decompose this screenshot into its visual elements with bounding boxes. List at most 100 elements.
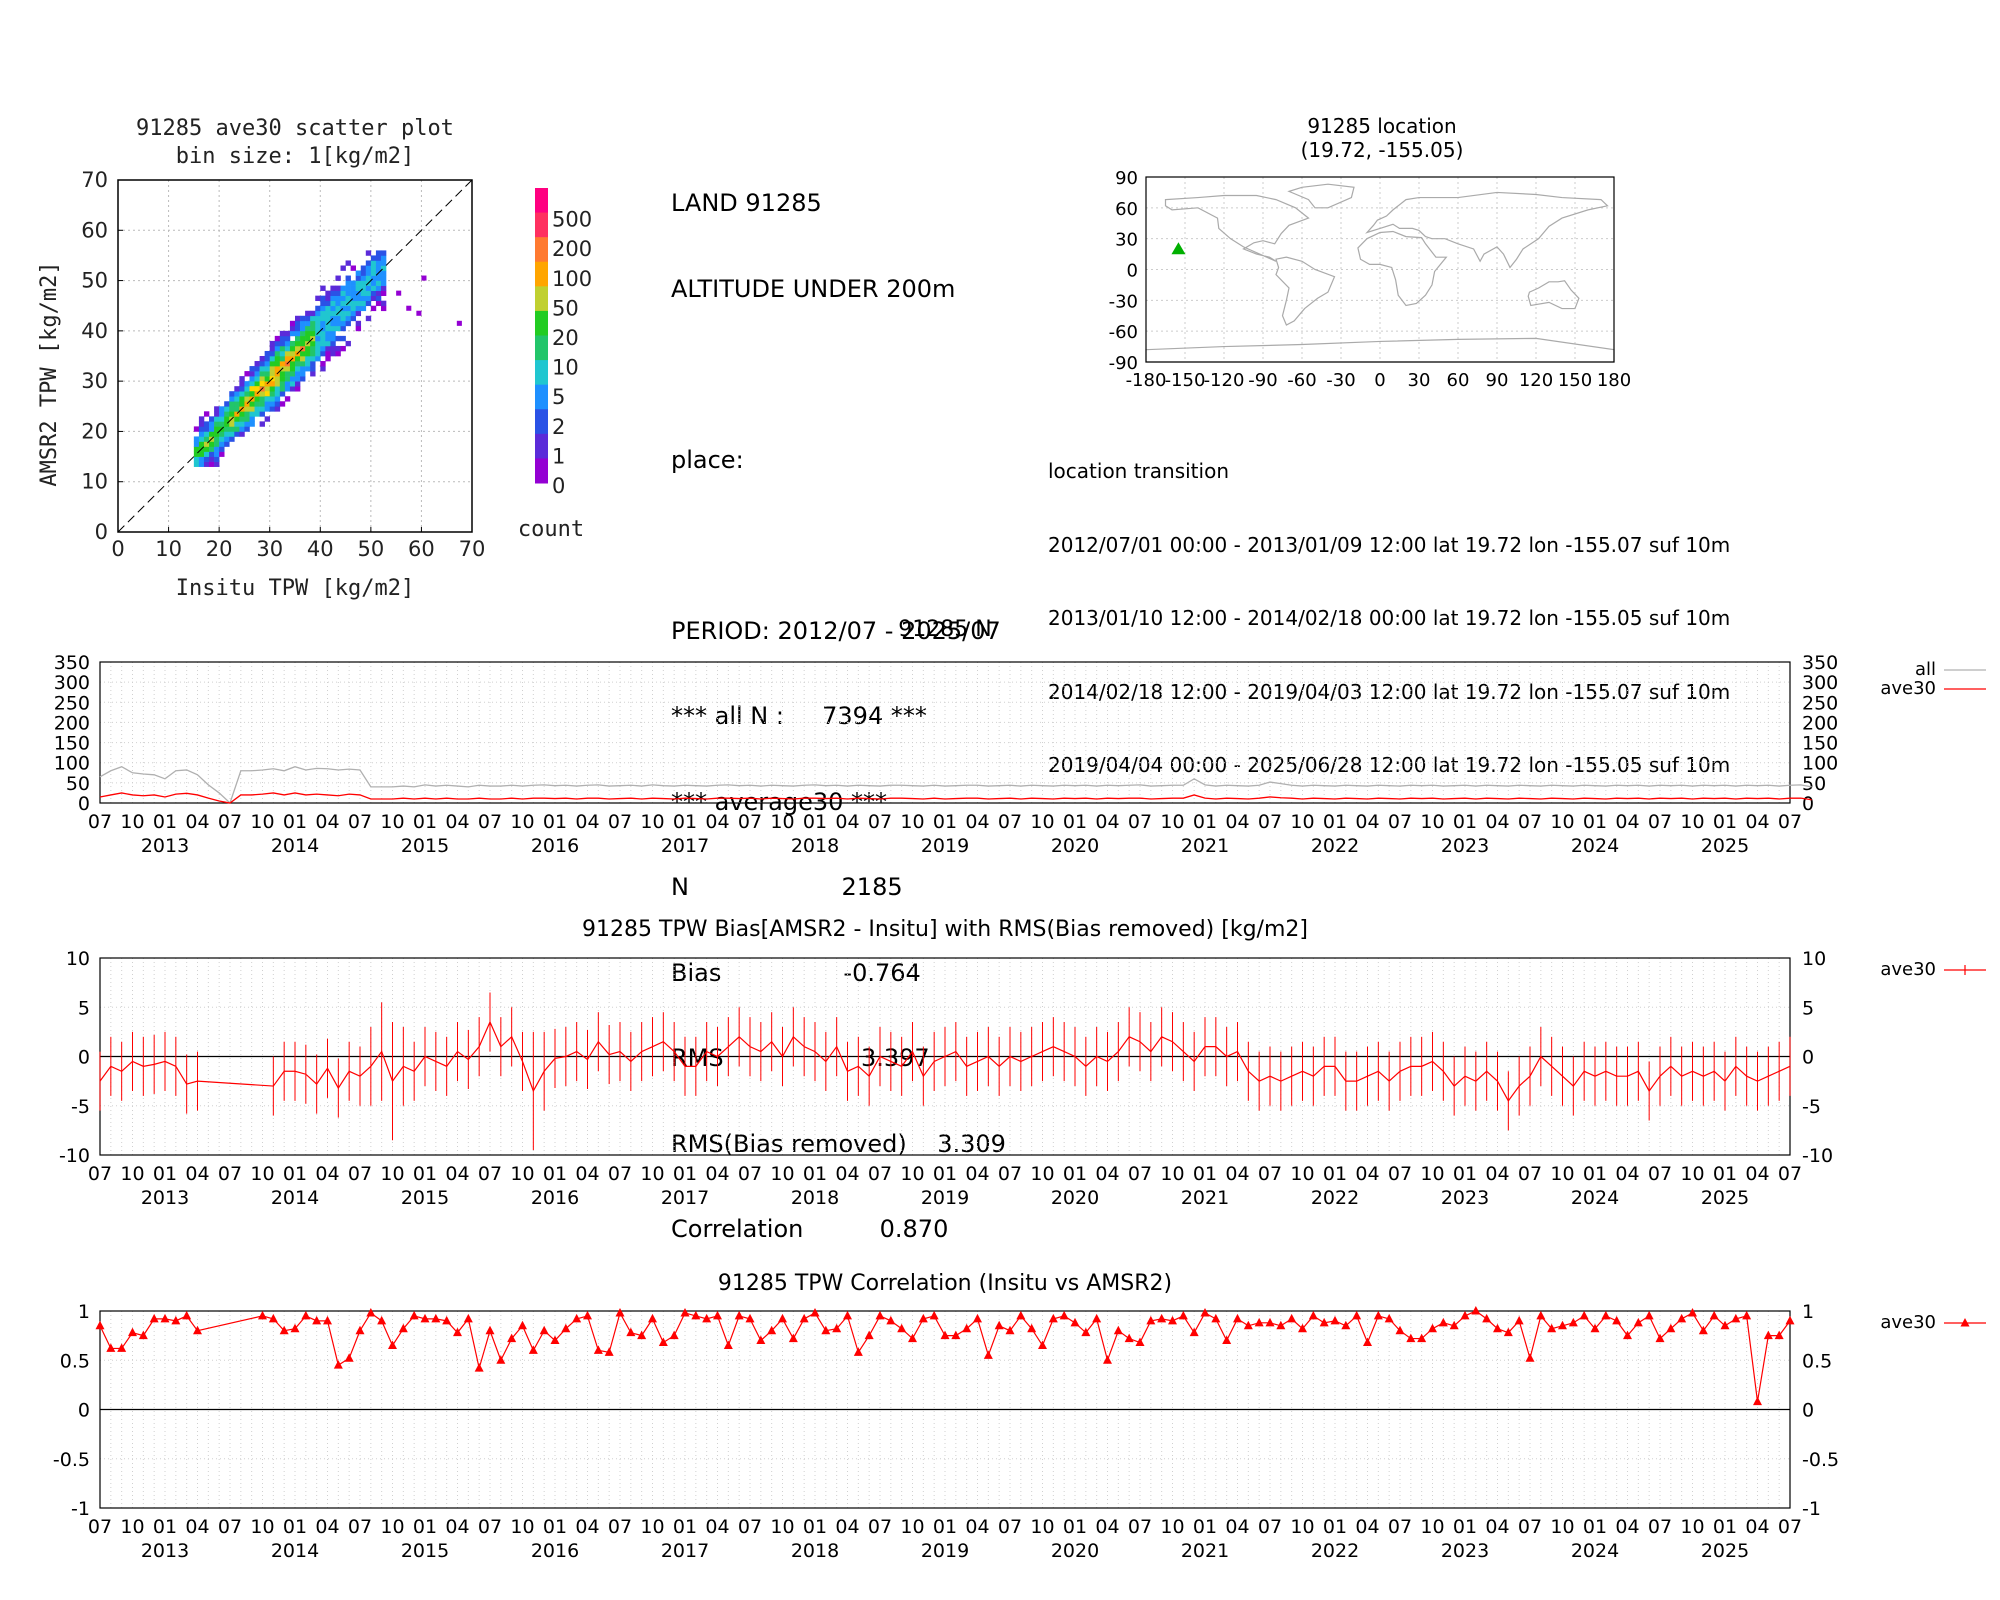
info-spacer (671, 531, 1006, 560)
corr-y-tick-right: 0.5 (1802, 1350, 1832, 1372)
bias-month-label: 01 (933, 1163, 957, 1185)
corr-point (680, 1307, 690, 1317)
scatter-bin (300, 376, 306, 382)
bias-year-label: 2022 (1311, 1187, 1359, 1209)
map-x-tick: -60 (1287, 370, 1316, 391)
scatter-bin (345, 305, 351, 312)
scatter-bin (295, 315, 301, 322)
corr-point (388, 1340, 397, 1349)
corr-point (767, 1325, 777, 1335)
scatter-bin (254, 386, 260, 392)
corr-point (1059, 1310, 1069, 1320)
scatter-bin (416, 310, 422, 316)
n-month-label: 07 (608, 811, 632, 833)
scatter-bin (305, 325, 311, 332)
scatter-bin (340, 285, 346, 291)
corr-point (1146, 1315, 1156, 1325)
n-month-label: 01 (543, 811, 567, 833)
scatter-bin (259, 371, 265, 377)
corr-month-label: 07 (998, 1516, 1022, 1538)
scatter-bin (274, 361, 281, 367)
bias-month-label: 04 (575, 1163, 599, 1185)
n-month-label: 07 (1388, 811, 1412, 833)
corr-y-tick-left: -0.5 (53, 1449, 90, 1471)
scatter-bin (325, 330, 331, 337)
corr-point (1460, 1310, 1470, 1320)
scatter-bin (289, 361, 296, 367)
scatter-bin (350, 315, 356, 322)
corr-month-label: 01 (543, 1516, 567, 1538)
scatter-bin (219, 451, 225, 457)
corr-point (1395, 1325, 1405, 1335)
n-month-label: 10 (510, 811, 534, 833)
bias-month-label: 07 (998, 1163, 1022, 1185)
scatter-bin (209, 441, 215, 447)
corr-point (1438, 1317, 1448, 1327)
scatter-bin (315, 310, 321, 317)
scatter-bin (330, 300, 336, 307)
scatter-bin (234, 406, 240, 412)
corr-month-label: 07 (1258, 1516, 1282, 1538)
scatter-bin (203, 431, 210, 437)
scatter-bin (239, 426, 245, 432)
scatter-bin (284, 330, 291, 337)
scatter-bin (269, 401, 276, 407)
colorbar-label: 50 (552, 296, 579, 320)
corr-point (1157, 1313, 1167, 1323)
corr-point (1742, 1310, 1752, 1320)
info-land: LAND 91285 (671, 189, 822, 217)
corr-point (1417, 1333, 1427, 1343)
corr-point (355, 1325, 365, 1335)
corr-point (1774, 1330, 1784, 1340)
scatter-bin (355, 285, 362, 291)
scatter-bin (355, 305, 362, 312)
scatter-bin (340, 335, 346, 342)
scatter-bin (244, 411, 250, 417)
scatter-bin (269, 350, 276, 357)
corr-point (1623, 1330, 1632, 1340)
scatter-bin (269, 371, 276, 377)
scatter-bin (264, 366, 271, 372)
scatter-bin (244, 391, 250, 397)
corr-point (1655, 1333, 1665, 1343)
n-month-label: 10 (250, 811, 274, 833)
scatter-bin (203, 426, 210, 432)
scatter-bin (325, 305, 331, 312)
scatter-bin (214, 456, 220, 462)
scatter-bin (219, 416, 225, 422)
scatter-bin (209, 451, 215, 457)
n-y-tick-right: 50 (1802, 773, 1826, 795)
scatter-bin (203, 446, 210, 452)
bias-month-label: 01 (803, 1163, 827, 1185)
scatter-bin (345, 315, 351, 322)
scatter-bin (214, 406, 220, 412)
scatter-bin (259, 421, 265, 427)
scatter-bin (279, 386, 286, 392)
n-month-label: 10 (1290, 811, 1314, 833)
scatter-bin (279, 376, 286, 382)
n-month-label: 04 (965, 811, 989, 833)
scatter-bin (249, 416, 255, 422)
corr-y-tick-left: 1 (78, 1301, 90, 1323)
scatter-bin (310, 366, 316, 372)
scatter-bin (300, 350, 306, 357)
n-month-label: 07 (1258, 811, 1282, 833)
n-y-tick-right: 150 (1802, 733, 1838, 755)
corr-point (1168, 1315, 1177, 1325)
scatter-bin (330, 330, 336, 337)
scatter-bin (380, 300, 387, 307)
bias-y-tick-right: 10 (1802, 948, 1826, 970)
corr-y-tick-right: 0 (1802, 1400, 1814, 1422)
scatter-bin (239, 396, 245, 402)
corr-point (897, 1323, 907, 1333)
scatter-bin (380, 250, 387, 256)
scatter-bin (274, 391, 281, 397)
bias-y-tick-left: 0 (78, 1047, 90, 1069)
map-subtitle: (19.72, -155.05) (1301, 138, 1464, 162)
corr-point (1677, 1313, 1687, 1323)
scatter-bin (219, 411, 225, 417)
n-month-label: 01 (1713, 811, 1737, 833)
n-month-label: 04 (835, 811, 859, 833)
scatter-bin (345, 260, 351, 266)
legend-corr-ave30-label: ave30 (1880, 1312, 1936, 1333)
